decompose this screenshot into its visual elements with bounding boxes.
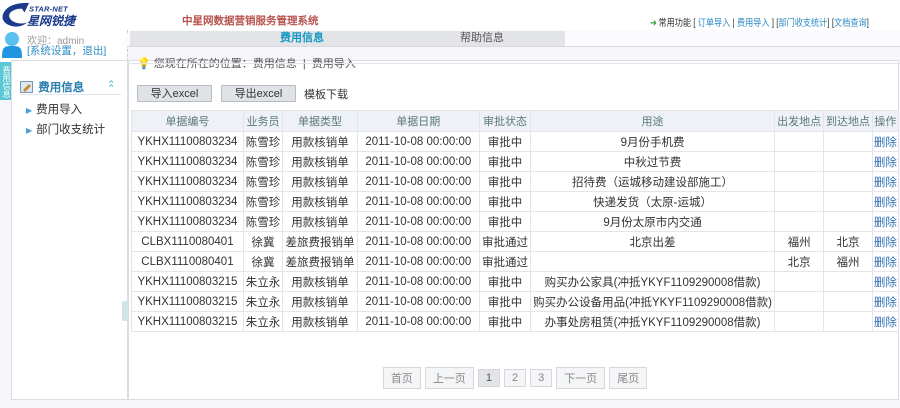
svg-text:STAR-NET: STAR-NET: [29, 5, 69, 14]
svg-text:星网锐捷: 星网锐捷: [27, 14, 77, 28]
